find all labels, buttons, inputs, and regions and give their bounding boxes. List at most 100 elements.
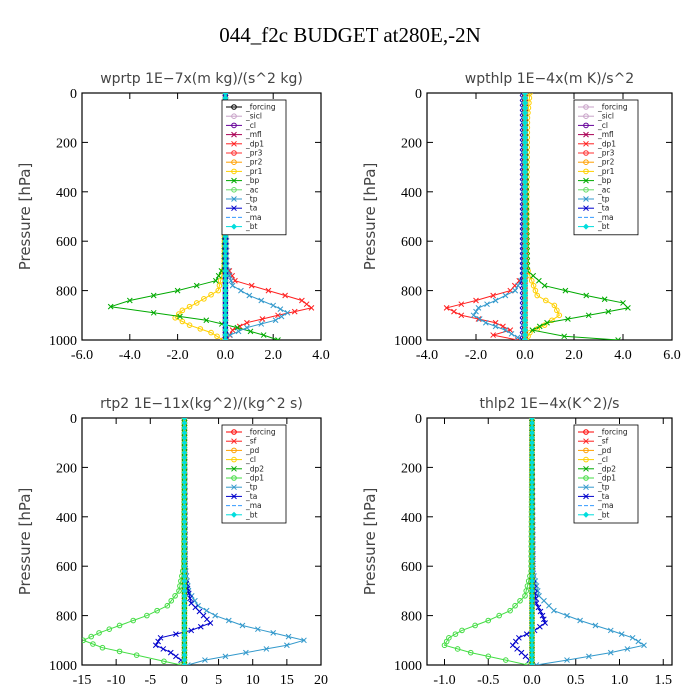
x-tick-label: -4.0 <box>119 348 141 363</box>
data-point <box>244 324 250 331</box>
legend-box <box>573 99 639 236</box>
legend-marker <box>583 456 589 463</box>
legend-marker <box>583 122 589 129</box>
x-tick-label: 10 <box>246 673 260 688</box>
data-point <box>529 418 535 421</box>
y-tick-label: 600 <box>56 560 77 575</box>
x-tick-label: -5 <box>144 673 156 688</box>
series-line <box>472 93 526 340</box>
data-point <box>529 543 535 550</box>
x-tick-label: 4.0 <box>614 348 632 363</box>
legend-label: _bt <box>597 510 610 519</box>
data-point <box>235 328 242 335</box>
data-point <box>541 597 547 604</box>
data-point <box>551 607 557 614</box>
data-point <box>522 322 528 329</box>
data-point <box>181 597 188 604</box>
data-point <box>207 620 214 626</box>
data-point <box>258 297 265 304</box>
data-point <box>181 548 188 555</box>
data-point <box>222 272 229 279</box>
data-point <box>522 109 528 116</box>
data-point <box>529 538 535 545</box>
data-point <box>529 479 535 486</box>
legend-item: _mfl <box>578 130 614 139</box>
data-point <box>529 424 535 431</box>
data-point <box>534 292 541 299</box>
series-tp <box>470 93 528 340</box>
data-point <box>116 622 123 629</box>
data-point <box>529 662 535 665</box>
data-point <box>475 305 482 311</box>
data-point <box>181 469 188 476</box>
legend-item: _pr1 <box>578 167 615 176</box>
data-point <box>107 303 114 310</box>
legend-item: _forcing <box>226 428 276 437</box>
data-point <box>529 587 535 594</box>
data-point <box>208 329 214 336</box>
legend-item: _tp <box>226 195 258 204</box>
data-point <box>222 337 229 340</box>
data-point <box>203 317 210 324</box>
y-tick-label: 200 <box>401 136 422 151</box>
legend-item: _forcing <box>578 428 628 437</box>
data-point <box>522 203 528 210</box>
data-point <box>549 317 555 324</box>
y-tick-label: 0 <box>415 87 422 102</box>
x-tick-label: 0.0 <box>217 348 235 363</box>
legend-marker <box>231 456 237 463</box>
data-point <box>270 302 277 309</box>
y-tick-label: 800 <box>56 610 77 625</box>
data-point <box>222 322 229 329</box>
data-point <box>179 307 186 314</box>
y-tick-label: 1000 <box>394 334 422 349</box>
data-point <box>529 647 535 654</box>
data-point <box>195 602 201 609</box>
series-dp1 <box>441 418 535 665</box>
data-point <box>239 622 246 629</box>
legend-marker <box>231 177 237 184</box>
legend-marker <box>231 511 237 518</box>
legend-item: _pr3 <box>578 149 615 158</box>
data-point <box>536 592 542 599</box>
data-point <box>181 434 188 441</box>
data-point <box>537 623 543 630</box>
data-point <box>522 124 528 131</box>
data-point <box>222 257 229 264</box>
legend-item: _ta <box>226 492 257 501</box>
legend-marker <box>231 159 237 165</box>
data-point <box>181 533 188 540</box>
legend-label: _cl <box>597 121 608 130</box>
data-point <box>512 287 519 294</box>
data-point <box>181 617 188 624</box>
data-point <box>181 518 188 525</box>
legend-label: _forcing <box>245 428 276 437</box>
chart-title: rtp2 1E−11x(kg^2)/(kg^2 s) <box>100 396 303 412</box>
data-point <box>517 597 523 604</box>
data-point <box>301 637 307 644</box>
data-point <box>522 243 528 250</box>
y-axis-label: Pressure [hPa] <box>16 488 34 596</box>
legend-label: _dp1 <box>597 139 616 148</box>
data-point <box>181 419 188 426</box>
data-point <box>472 622 478 629</box>
data-point <box>533 662 540 665</box>
x-tick-label: -6.0 <box>71 348 93 363</box>
data-point <box>272 317 279 324</box>
data-point <box>181 538 188 545</box>
data-point <box>186 303 193 310</box>
data-point <box>222 653 229 660</box>
figure-title: 044_f2c BUDGET at280E,-2N <box>219 23 481 47</box>
data-point <box>577 617 583 624</box>
legend-label: _dp1 <box>245 474 264 483</box>
legend-marker <box>583 150 589 156</box>
data-point <box>181 503 188 510</box>
data-point <box>529 459 535 466</box>
data-point <box>522 267 528 274</box>
legend-label: _tp <box>245 195 258 204</box>
data-point <box>529 548 535 555</box>
data-point <box>201 296 207 302</box>
data-point <box>529 508 535 515</box>
data-point <box>181 439 188 446</box>
legend-marker <box>583 493 589 500</box>
